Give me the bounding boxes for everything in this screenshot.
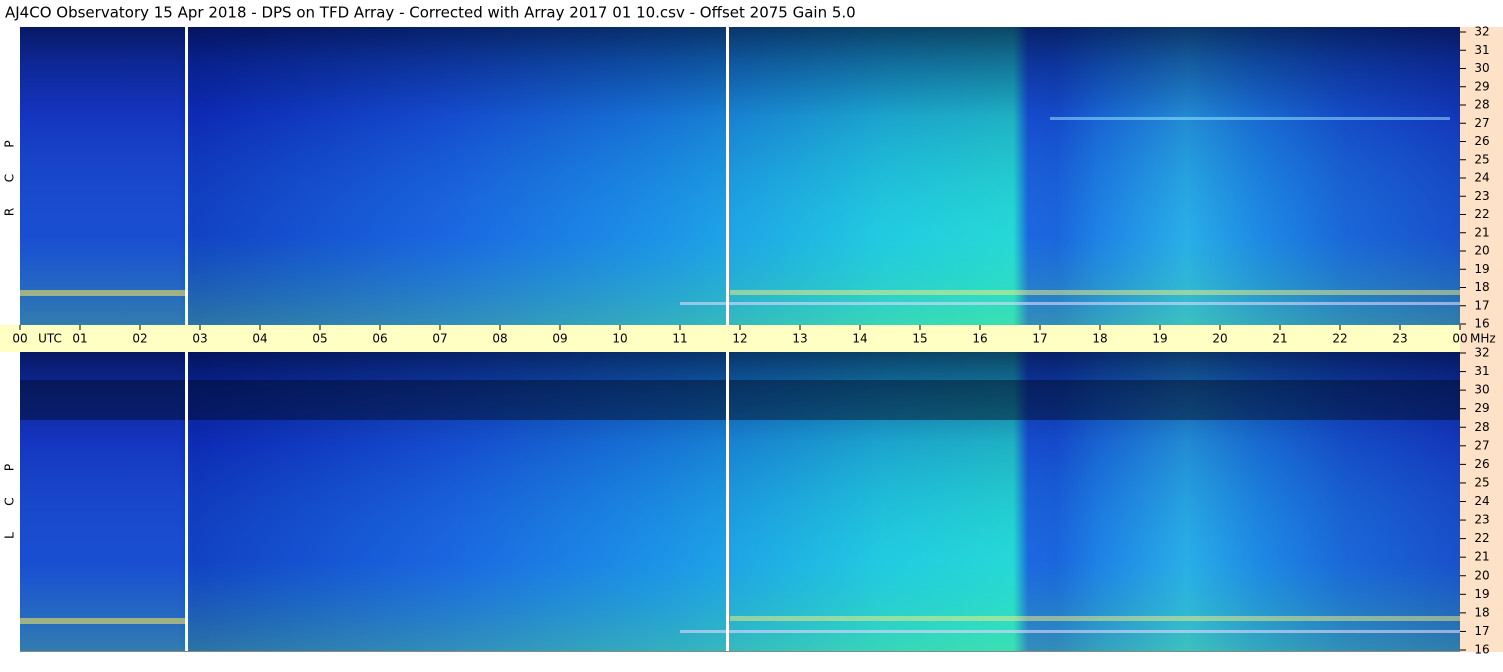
freq-tick-label: 25 bbox=[1474, 475, 1489, 489]
time-label: 11 bbox=[672, 332, 687, 346]
freq-tick-label: 26 bbox=[1474, 457, 1489, 471]
freq-tick-label: 32 bbox=[1474, 25, 1489, 39]
time-label: 01 bbox=[72, 332, 87, 346]
time-label: 22 bbox=[1332, 332, 1347, 346]
freq-tick-label: 27 bbox=[1474, 116, 1489, 130]
freq-tick-label: 29 bbox=[1474, 401, 1489, 415]
freq-tick-label: 19 bbox=[1474, 587, 1489, 601]
time-label: 23 bbox=[1392, 332, 1407, 346]
gap-line bbox=[185, 352, 188, 651]
gap-line bbox=[185, 27, 188, 325]
polarization-letter: R bbox=[3, 208, 17, 216]
freq-tick-label: 16 bbox=[1474, 317, 1489, 331]
freq-tick-label: 27 bbox=[1474, 438, 1489, 452]
freq-tick-label: 28 bbox=[1474, 420, 1489, 434]
gap-line bbox=[726, 27, 729, 325]
time-label: 07 bbox=[432, 332, 447, 346]
freq-tick-label: 26 bbox=[1474, 134, 1489, 148]
band bbox=[680, 630, 1460, 633]
time-label: 03 bbox=[192, 332, 207, 346]
time-label: 21 bbox=[1272, 332, 1287, 346]
freq-tick-label: 24 bbox=[1474, 494, 1489, 508]
band bbox=[730, 616, 1460, 621]
freq-tick-label: 18 bbox=[1474, 605, 1489, 619]
lcp-shade bbox=[20, 352, 1460, 651]
time-label: 10 bbox=[612, 332, 627, 346]
rcp-shade bbox=[20, 27, 1460, 325]
freq-tick-label: 21 bbox=[1474, 550, 1489, 564]
freq-tick-label: 32 bbox=[1474, 346, 1489, 360]
freq-tick-label: 31 bbox=[1474, 364, 1489, 378]
freq-tick-label: 21 bbox=[1474, 225, 1489, 239]
time-label: 04 bbox=[252, 332, 267, 346]
time-label: 18 bbox=[1092, 332, 1107, 346]
time-label: 02 bbox=[132, 332, 147, 346]
band bbox=[680, 302, 1460, 305]
time-label: 00 bbox=[1452, 332, 1467, 346]
freq-tick-label: 29 bbox=[1474, 79, 1489, 93]
polarization-letter: P bbox=[3, 140, 17, 147]
band bbox=[730, 290, 1460, 295]
freq-scale-bg bbox=[1460, 27, 1503, 652]
polarization-letter: P bbox=[3, 464, 17, 471]
freq-tick-label: 31 bbox=[1474, 43, 1489, 57]
time-label: 19 bbox=[1152, 332, 1167, 346]
time-label: 13 bbox=[792, 332, 807, 346]
time-label: 09 bbox=[552, 332, 567, 346]
freq-tick-label: 23 bbox=[1474, 513, 1489, 527]
band bbox=[1050, 117, 1450, 120]
freq-tick-label: 19 bbox=[1474, 262, 1489, 276]
freq-tick-label: 30 bbox=[1474, 61, 1489, 75]
time-label: 05 bbox=[312, 332, 327, 346]
freq-tick-label: 20 bbox=[1474, 244, 1489, 258]
freq-tick-label: 22 bbox=[1474, 531, 1489, 545]
polarization-letter: C bbox=[3, 174, 17, 182]
time-label: 12 bbox=[732, 332, 747, 346]
polarization-letter: L bbox=[3, 532, 17, 539]
freq-tick-label: 23 bbox=[1474, 189, 1489, 203]
time-label: 20 bbox=[1212, 332, 1227, 346]
time-label: 00 bbox=[12, 332, 27, 346]
freq-tick-label: 25 bbox=[1474, 152, 1489, 166]
freq-unit: MHz bbox=[1470, 332, 1496, 346]
time-label: 14 bbox=[852, 332, 867, 346]
time-zone: UTC bbox=[38, 332, 62, 346]
time-axis-band bbox=[0, 325, 1460, 352]
freq-tick-label: 28 bbox=[1474, 98, 1489, 112]
freq-tick-label: 24 bbox=[1474, 171, 1489, 185]
freq-tick-label: 16 bbox=[1474, 643, 1489, 657]
time-label: 06 bbox=[372, 332, 387, 346]
time-label: 15 bbox=[912, 332, 927, 346]
window-title: AJ4CO Observatory 15 Apr 2018 - DPS on T… bbox=[5, 4, 856, 22]
time-label: 08 bbox=[492, 332, 507, 346]
freq-tick-label: 17 bbox=[1474, 624, 1489, 638]
freq-tick-label: 22 bbox=[1474, 207, 1489, 221]
band bbox=[20, 290, 185, 296]
gap-line bbox=[726, 352, 729, 651]
band bbox=[20, 618, 185, 624]
freq-tick-label: 18 bbox=[1474, 280, 1489, 294]
freq-tick-label: 20 bbox=[1474, 568, 1489, 582]
dark-band bbox=[20, 380, 1460, 420]
time-label: 17 bbox=[1032, 332, 1047, 346]
freq-tick-label: 17 bbox=[1474, 298, 1489, 312]
freq-tick-label: 30 bbox=[1474, 383, 1489, 397]
time-label: 16 bbox=[972, 332, 987, 346]
polarization-letter: C bbox=[3, 497, 17, 505]
